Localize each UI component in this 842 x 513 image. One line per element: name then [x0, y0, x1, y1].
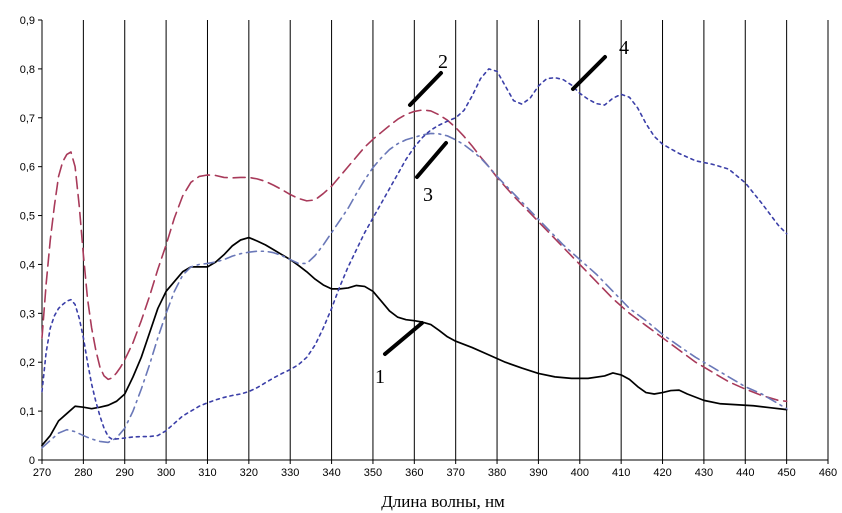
x-axis-title: Длина волны, нм — [381, 492, 505, 511]
x-tick-label-340: 340 — [322, 467, 340, 479]
y-tick-label-0,1: 0,1 — [20, 406, 35, 418]
x-tick-label-370: 370 — [447, 467, 465, 479]
series-line-1 — [41, 236, 788, 447]
grid-layer — [82, 20, 829, 460]
x-tick-label-290: 290 — [116, 467, 134, 479]
x-tick-label-350: 350 — [364, 467, 382, 479]
curve-leader-3 — [415, 141, 448, 179]
y-tick-label-0,6: 0,6 — [20, 162, 35, 174]
y-tick-label-0: 0 — [29, 455, 35, 467]
y-tick-label-0,4: 0,4 — [20, 259, 35, 271]
y-tick-label-0,7: 0,7 — [20, 113, 35, 125]
axes-layer — [41, 20, 828, 461]
curve-leader-1 — [383, 321, 424, 356]
x-tick-label-410: 410 — [612, 467, 630, 479]
x-tick-label-380: 380 — [488, 467, 506, 479]
curve-label-1: 1 — [375, 366, 385, 388]
series-line-3 — [41, 132, 788, 449]
ticks-layer: 270 280 290 300 310 320 330 340 350 360 370 380 390 4… — [20, 15, 837, 479]
series-line-4 — [41, 68, 788, 441]
x-tick-label-390: 390 — [529, 467, 547, 479]
x-tick-label-270: 270 — [33, 467, 51, 479]
y-tick-label-0,2: 0,2 — [20, 357, 35, 369]
x-tick-label-320: 320 — [240, 467, 258, 479]
x-tick-label-330: 330 — [281, 467, 299, 479]
x-tick-label-360: 360 — [405, 467, 423, 479]
y-tick-label-0,5: 0,5 — [20, 211, 35, 223]
curve-label-3: 3 — [423, 184, 433, 206]
y-tick-label-0,8: 0,8 — [20, 64, 35, 76]
curve-labels-layer: 1 2 3 4 — [375, 37, 629, 388]
x-tick-label-430: 430 — [695, 467, 713, 479]
x-tick-label-310: 310 — [198, 467, 216, 479]
y-tick-label-0,9: 0,9 — [20, 15, 35, 27]
curve-label-2: 2 — [438, 51, 448, 73]
y-tick-label-0,3: 0,3 — [20, 308, 35, 320]
x-tick-label-400: 400 — [571, 467, 589, 479]
series-layer — [41, 68, 788, 449]
x-tick-label-300: 300 — [157, 467, 175, 479]
curve-label-4: 4 — [619, 37, 629, 59]
x-tick-label-460: 460 — [819, 467, 837, 479]
x-tick-label-420: 420 — [653, 467, 671, 479]
curve-leader-4 — [571, 55, 607, 91]
x-tick-label-440: 440 — [736, 467, 754, 479]
curve-leader-2 — [408, 71, 443, 107]
series-line-2 — [41, 109, 788, 403]
x-tick-label-280: 280 — [74, 467, 92, 479]
x-tick-label-450: 450 — [777, 467, 795, 479]
